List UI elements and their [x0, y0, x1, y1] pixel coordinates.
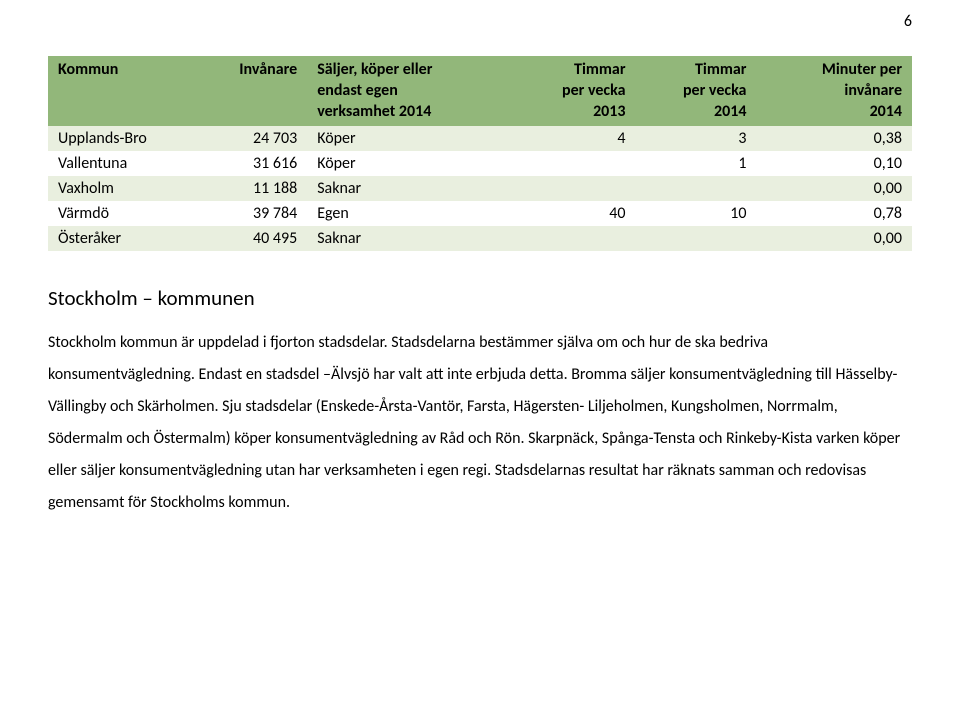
table-cell: Egen — [307, 201, 514, 226]
column-header: Timmar per vecka 2013 — [515, 56, 636, 126]
page-number: 6 — [904, 12, 912, 31]
header-line: endast egen — [317, 81, 398, 100]
table-cell: 40 495 — [204, 226, 308, 251]
header-line: Timmar — [574, 60, 625, 79]
table-cell: 0,00 — [756, 176, 912, 201]
column-header: Invånare — [204, 56, 308, 126]
header-line: 2014 — [714, 102, 746, 121]
column-header: Säljer, köper eller endast egen verksamhet… — [307, 56, 514, 126]
table-cell: 40 — [515, 201, 636, 226]
header-line: Timmar — [695, 60, 746, 79]
table-cell: Värmdö — [48, 201, 204, 226]
column-header: Minuter per invånare 2014 — [756, 56, 912, 126]
table-body: Upplands-Bro24 703Köper430,38Vallentuna3… — [48, 126, 912, 251]
table-cell: 3 — [636, 126, 757, 151]
body-paragraph: Stockholm kommun är uppdelad i fjorton s… — [48, 327, 912, 519]
table-cell: Saknar — [307, 176, 514, 201]
table-cell: 0,10 — [756, 151, 912, 176]
table-cell: Köper — [307, 126, 514, 151]
data-table: Kommun Invånare Säljer, köper eller endast … — [48, 56, 912, 251]
header-line: 2013 — [593, 102, 625, 121]
table-cell — [636, 226, 757, 251]
table-cell: 24 703 — [204, 126, 308, 151]
table-cell — [515, 226, 636, 251]
section-heading: Stockholm – kommunen — [48, 285, 912, 311]
table-cell: Köper — [307, 151, 514, 176]
table-cell: 4 — [515, 126, 636, 151]
table-cell: Österåker — [48, 226, 204, 251]
table-cell: Vaxholm — [48, 176, 204, 201]
header-line: verksamhet 2014 — [317, 102, 431, 121]
header-line: Invånare — [239, 60, 297, 79]
table-cell — [515, 151, 636, 176]
table-cell: Upplands-Bro — [48, 126, 204, 151]
header-line: per vecka — [562, 81, 626, 100]
header-line: invånare — [844, 81, 902, 100]
table-row: Vallentuna31 616Köper 10,10 — [48, 151, 912, 176]
header-line: Säljer, köper eller — [317, 60, 432, 79]
table-row: Värmdö39 784Egen40100,78 — [48, 201, 912, 226]
table-cell: 31 616 — [204, 151, 308, 176]
table-row: Upplands-Bro24 703Köper430,38 — [48, 126, 912, 151]
table-cell — [636, 176, 757, 201]
table-cell: 11 188 — [204, 176, 308, 201]
table-cell: 0,00 — [756, 226, 912, 251]
table-cell: 39 784 — [204, 201, 308, 226]
header-line: per vecka — [683, 81, 747, 100]
table-cell: Vallentuna — [48, 151, 204, 176]
table-cell: 0,38 — [756, 126, 912, 151]
header-line: Minuter per — [822, 60, 902, 79]
table-cell: 1 — [636, 151, 757, 176]
column-header: Kommun — [48, 56, 204, 126]
table-cell: 10 — [636, 201, 757, 226]
table-header: Kommun Invånare Säljer, köper eller endast … — [48, 56, 912, 126]
table-row: Vaxholm11 188Saknar 0,00 — [48, 176, 912, 201]
table-row: Österåker40 495Saknar 0,00 — [48, 226, 912, 251]
header-line: Kommun — [58, 60, 118, 79]
table-cell — [515, 176, 636, 201]
table-cell: Saknar — [307, 226, 514, 251]
table-cell: 0,78 — [756, 201, 912, 226]
column-header: Timmar per vecka 2014 — [636, 56, 757, 126]
header-line: 2014 — [870, 102, 902, 121]
